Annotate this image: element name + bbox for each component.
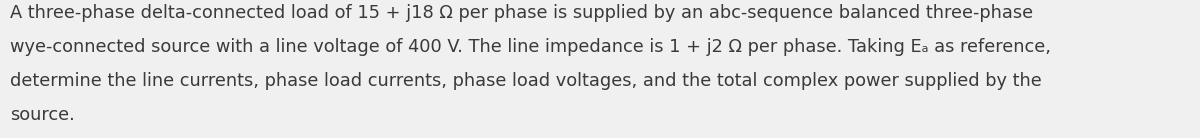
Text: A three-phase delta-connected load of 15 + j18 Ω per phase is supplied by an abc: A three-phase delta-connected load of 15…	[10, 4, 1033, 22]
Text: determine the line currents, phase load currents, phase load voltages, and the t: determine the line currents, phase load …	[10, 72, 1042, 90]
Text: wye-connected source with a line voltage of 400 V. The line impedance is 1 + j2 : wye-connected source with a line voltage…	[10, 38, 1051, 56]
Text: source.: source.	[10, 106, 74, 124]
